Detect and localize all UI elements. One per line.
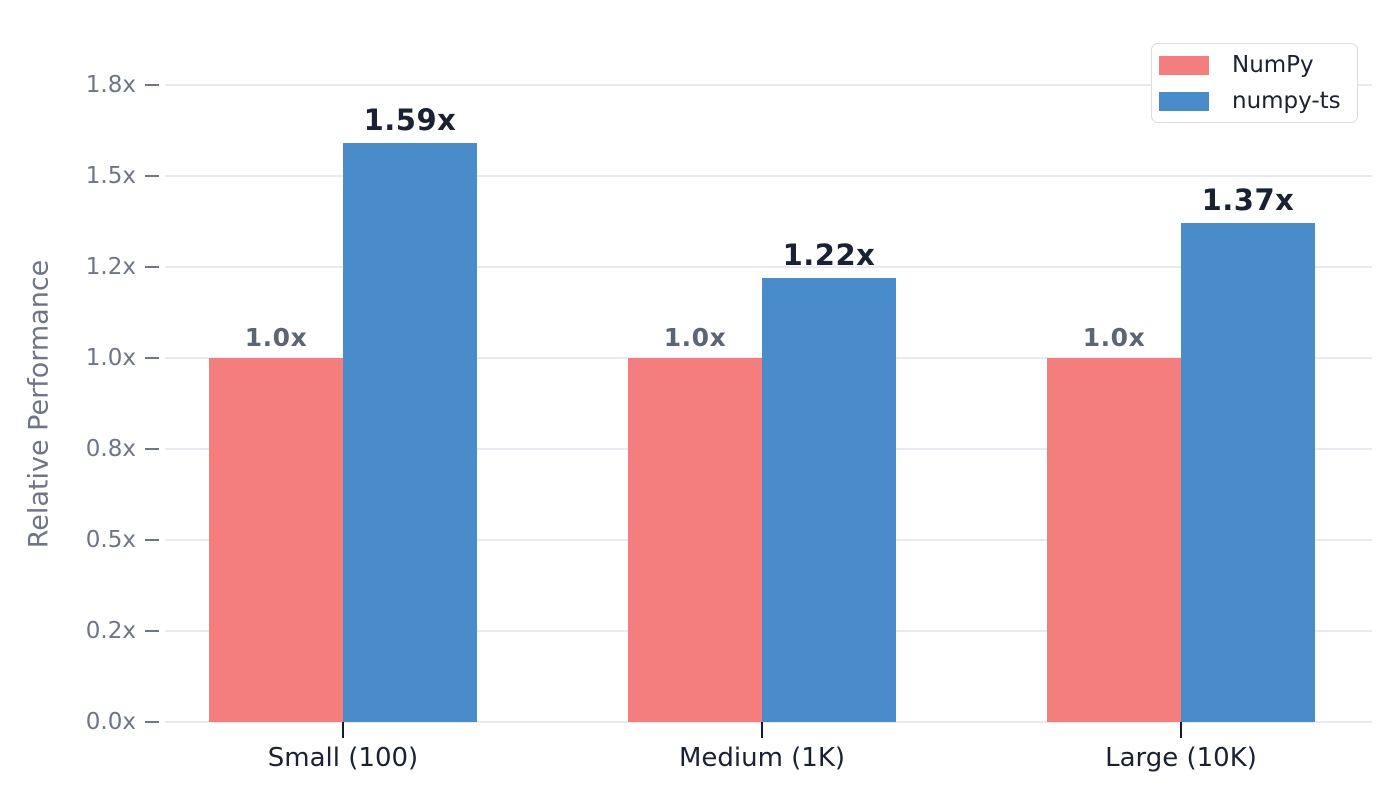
legend-swatch-numpy-ts [1159, 91, 1209, 111]
gridline-1.8x [165, 84, 1372, 86]
value-label-numpy-ts-small-100: 1.59x [363, 103, 457, 138]
y-tick-label: 1.5x [85, 163, 136, 189]
value-label-numpy-large-10k: 1.0x [1082, 323, 1146, 352]
legend-label-numpy-ts: numpy-ts [1232, 88, 1341, 114]
y-tick-label: 0.0x [85, 709, 136, 735]
y-tick-mark [145, 174, 159, 178]
y-tick-label: 1.0x [85, 345, 136, 371]
x-category-label-large-10k: Large (10K) [1105, 743, 1257, 773]
legend-row-numpy: NumPy [1152, 47, 1357, 83]
gridline-1.5x [165, 175, 1372, 177]
y-tick-mark [145, 720, 159, 724]
x-tick-mark [341, 722, 345, 738]
y-tick-label: 0.2x [85, 618, 136, 644]
y-tick-label: 1.2x [85, 254, 136, 280]
y-tick-mark [145, 538, 159, 542]
bar-numpy-small-100 [209, 358, 343, 722]
legend-label-numpy: NumPy [1232, 52, 1314, 78]
value-label-numpy-ts-medium-1k: 1.22x [782, 237, 876, 272]
legend-row-numpy-ts: numpy-ts [1152, 83, 1357, 119]
gridline-1.2x [165, 266, 1372, 268]
legend: NumPy numpy-ts [1151, 43, 1358, 123]
y-tick-label: 1.8x [85, 72, 136, 98]
value-label-numpy-small-100: 1.0x [244, 323, 308, 352]
bar-numpy-ts-medium-1k [762, 277, 896, 722]
x-tick-mark [760, 722, 764, 738]
y-tick-mark [145, 83, 159, 87]
y-tick-mark [145, 356, 159, 360]
y-tick-label: 0.5x [85, 527, 136, 553]
bar-numpy-medium-1k [628, 358, 762, 722]
value-label-numpy-medium-1k: 1.0x [663, 323, 727, 352]
bar-numpy-ts-large-10k [1181, 223, 1315, 722]
bar-numpy-ts-small-100 [343, 143, 477, 722]
y-tick-mark [145, 265, 159, 269]
value-label-numpy-ts-large-10k: 1.37x [1201, 183, 1295, 218]
y-axis-label: Relative Performance [23, 259, 55, 549]
bar-numpy-large-10k [1047, 358, 1181, 722]
y-tick-mark [145, 629, 159, 633]
gridline-0.0x [165, 721, 1372, 723]
x-category-label-medium-1k: Medium (1K) [678, 743, 846, 773]
legend-swatch-numpy [1159, 55, 1209, 75]
x-category-label-small-100: Small (100) [267, 743, 419, 773]
y-tick-mark [145, 447, 159, 451]
y-tick-label: 0.8x [85, 436, 136, 462]
x-tick-mark [1179, 722, 1183, 738]
